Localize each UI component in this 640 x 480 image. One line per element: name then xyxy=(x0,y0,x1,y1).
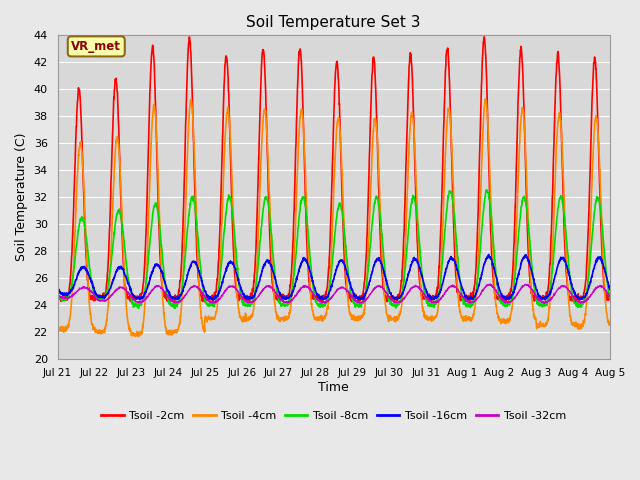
Tsoil -16cm xyxy=(319,297,327,303)
Tsoil -2cm xyxy=(362,265,369,271)
Tsoil -16cm xyxy=(484,252,492,257)
Tsoil -4cm xyxy=(557,133,565,139)
Y-axis label: Soil Temperature (C): Soil Temperature (C) xyxy=(15,133,28,262)
Line: Tsoil -32cm: Tsoil -32cm xyxy=(58,284,610,303)
Tsoil -2cm xyxy=(349,292,357,298)
Tsoil -32cm xyxy=(557,284,565,289)
Tsoil -32cm xyxy=(541,300,548,306)
Tsoil -4cm xyxy=(208,316,216,322)
Tsoil -16cm xyxy=(606,287,614,293)
Tsoil -2cm xyxy=(557,123,565,129)
X-axis label: Time: Time xyxy=(318,381,349,394)
Tsoil -4cm xyxy=(54,327,61,333)
Tsoil -16cm xyxy=(208,296,216,301)
Tsoil -8cm xyxy=(573,299,580,305)
Tsoil -4cm xyxy=(362,289,370,295)
Tsoil -2cm xyxy=(208,294,216,300)
Tsoil -8cm xyxy=(495,291,502,297)
Tsoil -2cm xyxy=(481,34,488,40)
Tsoil -32cm xyxy=(606,293,614,299)
Tsoil -2cm xyxy=(573,294,580,300)
Tsoil -8cm xyxy=(606,295,614,301)
Tsoil -8cm xyxy=(171,305,179,311)
Tsoil -4cm xyxy=(134,334,141,339)
Tsoil -8cm xyxy=(557,195,565,201)
Tsoil -16cm xyxy=(362,290,370,296)
Text: VR_met: VR_met xyxy=(71,40,121,53)
Tsoil -16cm xyxy=(557,256,565,262)
Tsoil -16cm xyxy=(573,294,580,300)
Tsoil -2cm xyxy=(572,300,579,306)
Tsoil -2cm xyxy=(495,294,502,300)
Line: Tsoil -2cm: Tsoil -2cm xyxy=(58,37,610,303)
Tsoil -4cm xyxy=(606,322,614,328)
Tsoil -8cm xyxy=(208,300,216,306)
Tsoil -32cm xyxy=(486,281,494,287)
Tsoil -4cm xyxy=(350,314,358,320)
Tsoil -32cm xyxy=(208,300,216,305)
Tsoil -32cm xyxy=(573,298,580,303)
Tsoil -32cm xyxy=(495,292,502,298)
Tsoil -16cm xyxy=(350,290,358,296)
Tsoil -4cm xyxy=(573,322,580,327)
Tsoil -4cm xyxy=(495,314,502,320)
Tsoil -2cm xyxy=(54,295,61,300)
Tsoil -4cm xyxy=(481,96,489,102)
Tsoil -8cm xyxy=(483,187,491,193)
Tsoil -8cm xyxy=(362,288,370,294)
Tsoil -32cm xyxy=(54,291,61,297)
Tsoil -8cm xyxy=(350,301,358,307)
Tsoil -2cm xyxy=(606,294,614,300)
Line: Tsoil -16cm: Tsoil -16cm xyxy=(58,254,610,300)
Tsoil -8cm xyxy=(54,291,61,297)
Legend: Tsoil -2cm, Tsoil -4cm, Tsoil -8cm, Tsoil -16cm, Tsoil -32cm: Tsoil -2cm, Tsoil -4cm, Tsoil -8cm, Tsoi… xyxy=(97,407,570,425)
Line: Tsoil -4cm: Tsoil -4cm xyxy=(58,99,610,336)
Line: Tsoil -8cm: Tsoil -8cm xyxy=(58,190,610,308)
Tsoil -32cm xyxy=(362,298,369,303)
Tsoil -16cm xyxy=(495,284,502,289)
Tsoil -16cm xyxy=(54,286,61,291)
Title: Soil Temperature Set 3: Soil Temperature Set 3 xyxy=(246,15,421,30)
Tsoil -32cm xyxy=(349,295,357,301)
